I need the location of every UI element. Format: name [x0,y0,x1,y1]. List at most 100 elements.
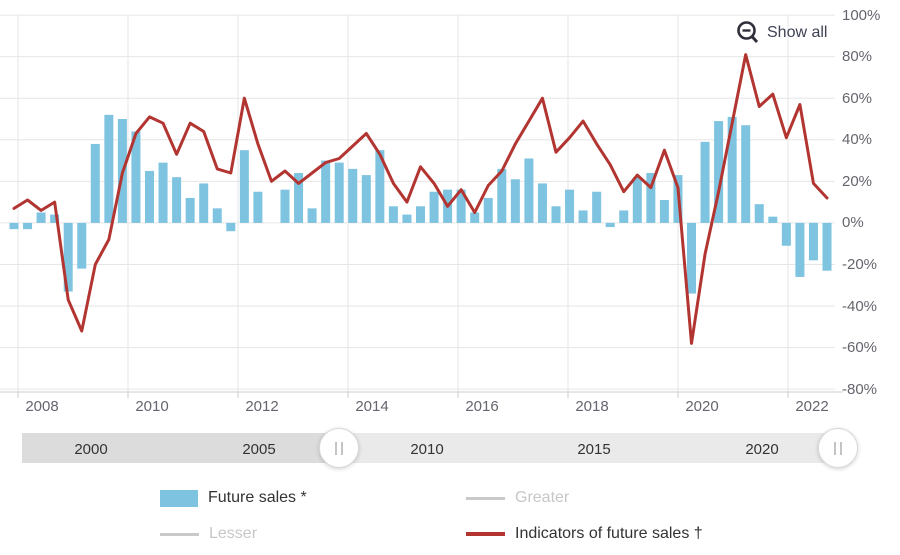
future-sales-bar[interactable] [145,170,154,223]
x-axis-label: 2010 [135,398,169,415]
future-sales-bar[interactable] [321,160,331,223]
legend: Future sales * Greater Lesser Indicators… [0,478,900,555]
future-sales-bar[interactable] [497,168,507,223]
future-sales-bar[interactable] [294,173,304,223]
future-sales-bar[interactable] [158,162,168,223]
range-navigator: 2000 2005 2010 2015 2020 [0,428,900,468]
y-axis-label: 40% [842,131,873,149]
future-sales-bar[interactable] [700,141,710,223]
legend-label: Indicators of future sales † [515,525,703,542]
future-sales-bar[interactable] [280,189,290,223]
legend-label: Lesser [209,525,258,542]
y-axis-label: 0% [842,214,864,232]
navigator-year-label: 2015 [577,441,611,458]
future-sales-bar[interactable] [619,210,629,223]
handle-grip-icon [335,441,343,455]
legend-item-indicators[interactable]: Indicators of future sales † [466,524,703,544]
x-axis-label: 2012 [245,398,279,415]
future-sales-bar[interactable] [687,222,696,294]
y-axis-label: 100% [842,6,881,24]
future-sales-bar[interactable] [63,222,73,292]
line-swatch-icon [466,496,505,500]
future-sales-bar[interactable] [741,125,751,223]
line-swatch-icon [160,532,199,536]
future-sales-bar[interactable] [781,222,791,246]
future-sales-bar[interactable] [77,222,87,269]
future-sales-bar[interactable] [23,222,33,230]
future-sales-bar[interactable] [307,208,317,223]
future-sales-bar[interactable] [510,179,520,223]
future-sales-bar[interactable] [537,183,547,223]
legend-item-greater[interactable]: Greater [466,488,569,508]
future-sales-bar[interactable] [592,191,602,223]
future-sales-bar[interactable] [199,183,209,223]
future-sales-bar[interactable] [172,177,182,223]
line-swatch-icon [466,532,505,536]
future-sales-bar[interactable] [524,158,534,223]
future-sales-bar[interactable] [334,162,344,223]
future-sales-bar[interactable] [226,222,236,232]
future-sales-bar[interactable] [104,114,114,223]
zoom-out-icon [737,21,759,44]
y-axis-label: -60% [842,339,878,357]
future-sales-bar[interactable] [659,200,669,223]
future-sales-bar[interactable] [605,222,615,228]
bar-swatch-icon [160,489,198,507]
future-sales-bar[interactable] [253,191,263,223]
future-sales-bar[interactable] [754,204,764,223]
future-sales-bar[interactable] [646,173,656,223]
legend-item-future-sales[interactable]: Future sales * [160,488,307,508]
navigator-unselected-left[interactable] [22,433,339,463]
future-sales-bar[interactable] [239,150,249,223]
future-sales-bar[interactable] [429,191,439,223]
future-sales-bar[interactable] [565,189,575,223]
future-sales-bar[interactable] [212,208,222,223]
y-axis-label: 80% [842,48,873,66]
x-axis-label: 2008 [25,398,59,415]
future-sales-bar[interactable] [727,116,737,223]
future-sales-bar[interactable] [551,206,561,223]
future-sales-bar[interactable] [388,206,398,223]
navigator-left-handle[interactable] [319,428,359,468]
y-axis-label: -40% [842,297,878,315]
future-sales-bar[interactable] [416,206,425,223]
future-sales-bar[interactable] [375,150,385,223]
future-sales-bar[interactable] [36,212,46,223]
x-axis-label: 2016 [465,398,499,415]
y-axis-label: -80% [842,380,878,398]
future-sales-bar[interactable] [808,222,818,261]
navigator-track[interactable]: 2000 2005 2010 2015 2020 [22,433,852,463]
future-sales-bar[interactable] [470,212,480,223]
navigator-year-label: 2020 [745,441,779,458]
future-sales-bar[interactable] [456,189,466,223]
future-sales-bar[interactable] [795,222,805,277]
show-all-label: Show all [767,23,828,41]
x-axis-label: 2022 [795,398,829,415]
future-sales-bar[interactable] [361,175,371,223]
future-sales-bar[interactable] [131,131,141,223]
future-sales-bar[interactable] [822,222,832,271]
legend-label: Future sales * [208,489,307,506]
future-sales-bar[interactable] [185,197,195,223]
show-all-button[interactable]: Show all [736,20,827,45]
y-axis-label: 20% [842,172,873,190]
future-sales-bar[interactable] [348,168,358,223]
y-axis-label: -20% [842,255,878,273]
future-sales-bar[interactable] [9,222,19,230]
y-axis-label: 60% [842,89,873,107]
future-sales-bar[interactable] [714,121,724,223]
future-sales-bar[interactable] [578,210,588,223]
future-sales-bar[interactable] [402,214,412,223]
navigator-year-label: 2010 [410,441,444,458]
legend-item-lesser[interactable]: Lesser [160,524,257,544]
future-sales-bar[interactable] [50,214,60,223]
x-axis-label: 2020 [685,398,719,415]
future-sales-bar[interactable] [90,143,100,223]
future-sales-bar[interactable] [632,177,642,223]
chart-plot[interactable] [0,0,900,430]
indicators-line[interactable] [12,53,829,345]
future-sales-bar[interactable] [483,197,493,223]
navigator-right-handle[interactable] [818,428,858,468]
future-sales-bar[interactable] [768,216,778,223]
